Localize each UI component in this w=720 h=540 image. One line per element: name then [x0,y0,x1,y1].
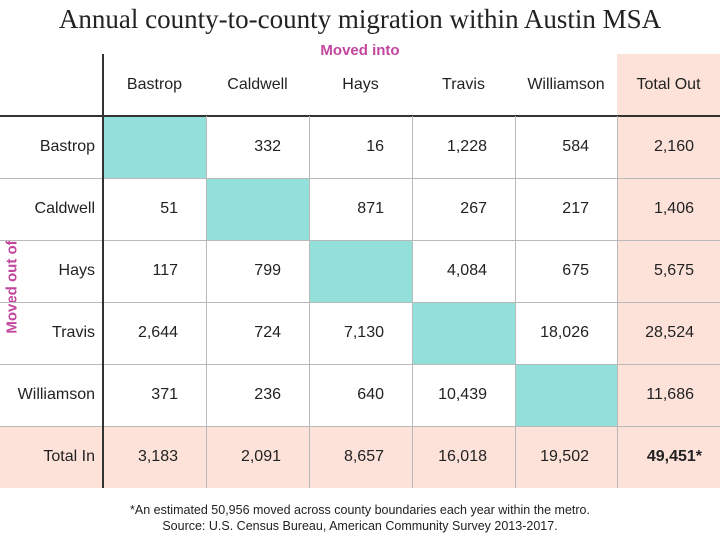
row-header-divider [102,54,104,488]
table-cell: 799 [254,262,281,279]
row-divider [0,363,720,365]
column-header: Total Out [636,76,701,93]
diagonal-cell [515,364,617,426]
total-out-column-bg [617,54,720,488]
table-cell: 117 [152,262,178,279]
column-divider [514,116,516,488]
table-cell: 675 [562,262,589,279]
diagonal-cell [206,178,309,240]
row-header: Travis [52,324,95,341]
column-divider [616,116,618,488]
table-cell: 5,675 [653,262,694,279]
table-cell [412,302,515,364]
footnote: *An estimated 50,956 moved across county… [130,503,590,517]
table-cell: 18,026 [540,324,589,341]
table-cell: 236 [254,386,281,403]
table-cell: 217 [562,200,589,217]
diagonal-cell [412,302,515,364]
column-header: Travis [442,76,485,93]
table-cell: 10,439 [438,386,487,403]
column-axis-label: Moved into [320,42,400,59]
chart-title: Annual county-to-county migration within… [58,4,662,34]
column-header: Hays [342,76,379,93]
table-cell: 1,406 [653,200,694,217]
row-header: Bastrop [39,138,95,155]
table-cell: 267 [460,200,487,217]
table-cell: 1,228 [446,138,487,155]
table-cell: 871 [357,200,384,217]
column-header: Bastrop [126,76,183,93]
table-cell: 584 [562,138,589,155]
total-in-row-bg [0,426,720,488]
table-cell: 49,451* [646,448,702,465]
table-cell [309,240,412,302]
table-cell: 2,160 [653,138,694,155]
row-divider [0,239,720,241]
column-divider [308,116,310,488]
column-divider [205,116,207,488]
row-divider [0,425,720,427]
table-cell: 7,130 [343,324,384,341]
table-cell: 11,686 [646,386,694,403]
row-header: Total In [43,448,95,465]
row-header: Caldwell [34,200,95,217]
table-cell: 16,018 [438,448,487,465]
table-cell: 4,084 [446,262,487,279]
table-cell: 640 [357,386,384,403]
table-cell: 28,524 [645,324,694,341]
table-cell: 19,502 [540,448,589,465]
table-cell: 724 [254,324,281,341]
diagonal-cell [309,240,412,302]
row-divider [0,177,720,179]
table-cell: 3,183 [137,448,178,465]
column-divider [411,116,413,488]
table-cell: 2,644 [137,324,178,341]
header-divider [0,115,720,117]
table-cell: 2,091 [240,448,281,465]
source-note: Source: U.S. Census Bureau, American Com… [162,519,558,533]
table-cell: 16 [366,138,384,155]
table-cell: 8,657 [343,448,384,465]
column-header: Williamson [527,76,605,93]
table-cell: 332 [254,138,281,155]
table-cell [515,364,617,426]
row-header: Hays [58,262,95,279]
row-header: Williamson [17,386,95,403]
table-cell [206,178,309,240]
row-divider [0,301,720,303]
table-cell [103,116,206,178]
diagonal-cell [103,116,206,178]
table-cell: 371 [151,386,178,403]
table-cell: 51 [160,200,178,217]
column-header: Caldwell [227,76,288,93]
